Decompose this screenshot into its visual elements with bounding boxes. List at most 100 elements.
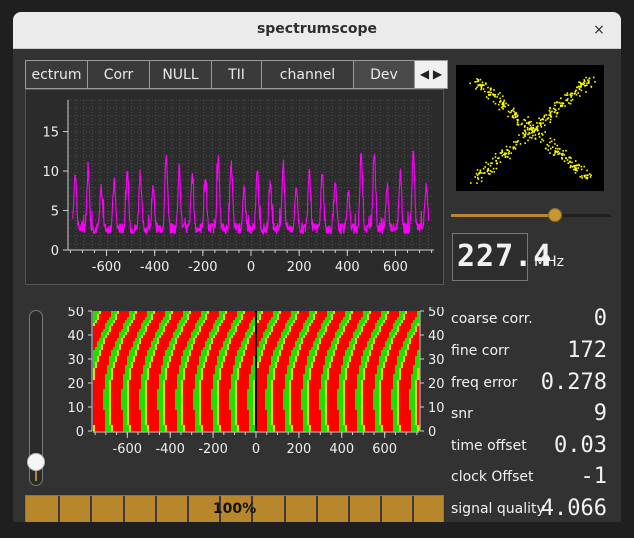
waterfall-cell: [385, 353, 388, 357]
tab-null[interactable]: NULL: [149, 60, 212, 89]
waterfall-slider-handle[interactable]: [27, 453, 45, 472]
tab-scroll-right-icon[interactable]: ▶: [432, 67, 443, 81]
waterfall-cell: [237, 338, 240, 342]
waterfall-cell: [329, 395, 332, 399]
waterfall-cell: [359, 341, 362, 345]
waterfall-cell: [141, 338, 144, 342]
waterfall-cell: [239, 371, 242, 375]
waterfall-cell: [173, 347, 176, 351]
waterfall-cell: [105, 326, 108, 330]
waterfall-cell: [373, 371, 376, 375]
waterfall-cell: [101, 332, 104, 336]
tab-dev[interactable]: Dev: [353, 60, 415, 89]
waterfall-cell: [393, 371, 396, 375]
waterfall-cell: [205, 314, 208, 318]
close-icon[interactable]: ×: [593, 22, 605, 38]
waterfall-cell: [109, 323, 112, 327]
waterfall-cell: [155, 317, 158, 321]
waterfall-cell: [207, 311, 210, 315]
waterfall-cell: [343, 368, 346, 372]
waterfall-cell: [97, 377, 100, 381]
waterfall-cell: [171, 353, 174, 357]
waterfall-cell: [227, 323, 230, 327]
waterfall-cell: [123, 335, 126, 339]
waterfall-cell: [191, 383, 194, 387]
waterfall-cell: [333, 311, 336, 315]
waterfall-cell: [413, 317, 416, 321]
waterfall-cell: [417, 314, 420, 318]
waterfall-cell: [127, 374, 130, 378]
waterfall-cell: [205, 362, 208, 366]
waterfall-cell: [189, 368, 192, 372]
waterfall-cell: [229, 338, 232, 342]
waterfall-cell: [387, 383, 390, 387]
waterfall-cell: [139, 320, 142, 324]
waterfall-cell: [97, 359, 100, 363]
tab-channel[interactable]: channel: [261, 60, 354, 89]
waterfall-cell: [417, 383, 420, 387]
waterfall-cell: [113, 398, 116, 402]
tab-spectrum[interactable]: ectrum: [25, 60, 88, 89]
waterfall-cell: [163, 311, 166, 315]
waterfall-cell: [111, 341, 114, 345]
waterfall-cell: [345, 326, 348, 330]
waterfall-cell: [153, 311, 156, 315]
waterfall-cell: [387, 320, 390, 324]
waterfall-cell: [165, 392, 168, 396]
waterfall-cell: [267, 365, 270, 369]
waterfall-cell: [347, 353, 350, 357]
main-window: spectrumscope × ectrum Corr NULL TII cha…: [13, 12, 621, 522]
waterfall-cell: [301, 347, 304, 351]
waterfall-cell: [349, 329, 352, 333]
waterfall-cell: [203, 374, 206, 378]
waterfall-cell: [175, 365, 178, 369]
waterfall-cell: [127, 335, 130, 339]
tab-scroll-left-icon[interactable]: ◀: [419, 67, 430, 81]
waterfall-cell: [129, 314, 132, 318]
waterfall-cell: [275, 386, 278, 390]
waterfall-cell: [221, 353, 224, 357]
waterfall-cell: [243, 383, 246, 387]
waterfall-cell: [143, 338, 146, 342]
waterfall-cell: [163, 365, 166, 369]
waterfall-cell: [293, 314, 296, 318]
tab-corr[interactable]: Corr: [87, 60, 150, 89]
waterfall-cell: [95, 353, 98, 357]
waterfall-cell: [279, 317, 282, 321]
waterfall-cell: [125, 374, 128, 378]
waterfall-cell: [385, 368, 388, 372]
waterfall-cell: [211, 398, 214, 402]
waterfall-cell: [147, 341, 150, 345]
waterfall-cell: [93, 350, 96, 354]
waterfall-cell: [365, 353, 368, 357]
tab-tii[interactable]: TII: [211, 60, 262, 89]
waterfall-cell: [305, 380, 308, 384]
waterfall-cell: [349, 332, 352, 336]
waterfall-cell: [319, 320, 322, 324]
waterfall-cell: [249, 320, 252, 324]
waterfall-vertical-slider[interactable]: [27, 310, 45, 486]
waterfall-cell: [103, 353, 106, 357]
waterfall-cell: [337, 320, 340, 324]
waterfall-cell: [221, 320, 224, 324]
waterfall-cell: [97, 383, 100, 387]
waterfall-cell: [297, 359, 300, 363]
waterfall-cell: [233, 386, 236, 390]
waterfall-cell: [385, 383, 388, 387]
waterfall-cell: [115, 341, 118, 345]
waterfall-cell: [257, 323, 260, 327]
waterfall-cell: [267, 323, 270, 327]
waterfall-cell: [235, 362, 238, 366]
waterfall-cell: [387, 359, 390, 363]
waterfall-cell: [201, 311, 204, 315]
waterfall-cell: [413, 347, 416, 351]
waterfall-cell: [157, 356, 160, 360]
waterfall-cell: [265, 350, 268, 354]
waterfall-cell: [293, 365, 296, 369]
waterfall-cell: [289, 350, 292, 354]
tab-scroll-arrows[interactable]: ◀ ▶: [414, 60, 448, 89]
waterfall-cell: [159, 326, 162, 330]
waterfall-cell: [345, 323, 348, 327]
waterfall-cell: [213, 374, 216, 378]
waterfall-cell: [343, 386, 346, 390]
